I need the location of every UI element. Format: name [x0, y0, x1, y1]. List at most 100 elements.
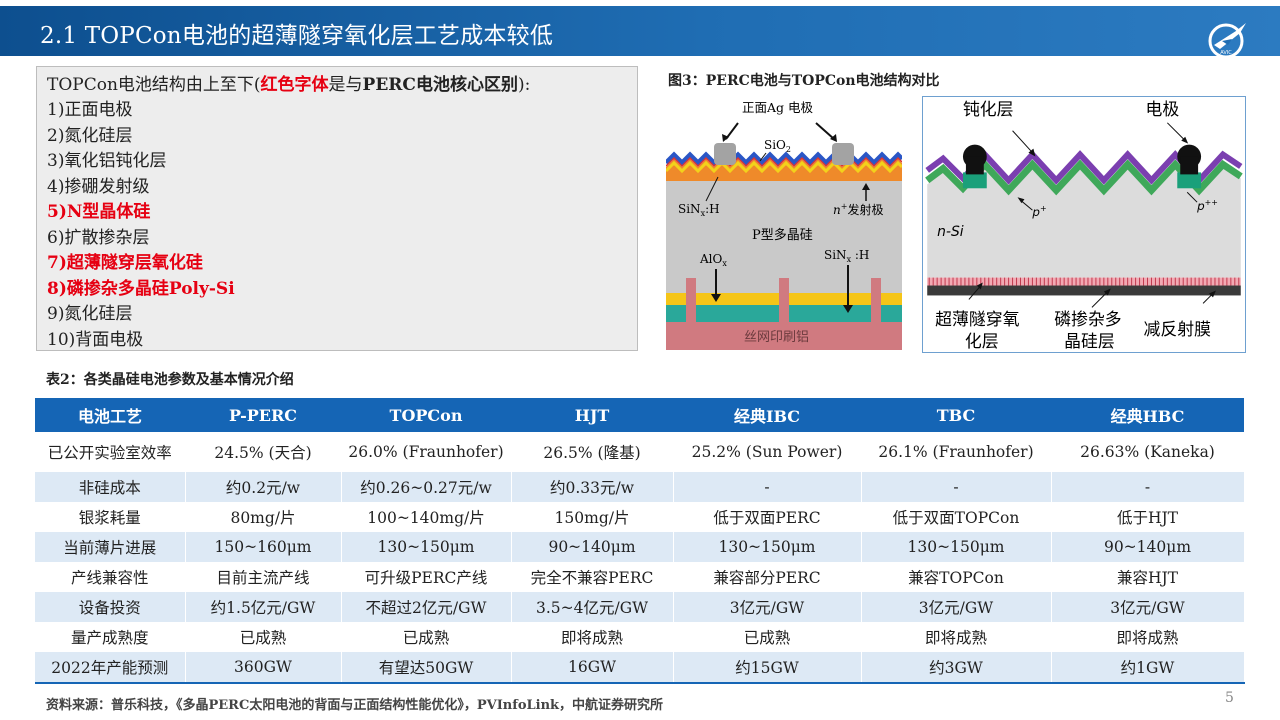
label-tunnel-oxide: 超薄隧穿氧	[935, 309, 1019, 329]
table-row: 已公开实验室效率 24.5% (天合) 26.0% (Fraunhofer) 26.5…	[35, 432, 1245, 472]
table-cell: 130~150μm	[341, 532, 512, 562]
table-row: 产线兼容性 目前主流产线 可升级PERC产线 完全不兼容PERC 兼容部分PERC 兼容T…	[35, 562, 1245, 592]
label-alox: AlOx	[699, 252, 727, 268]
table-cell: 26.5% (隆基)	[511, 432, 674, 472]
figure-caption: 图3：PERC电池与TOPCon电池结构对比	[668, 73, 940, 89]
table-cell: 低于双面PERC	[673, 502, 862, 532]
table-cell: 兼容部分PERC	[673, 562, 862, 592]
table-row-label: 产线兼容性	[35, 562, 186, 592]
table-row-label: 已公开实验室效率	[35, 432, 186, 472]
local-contact	[779, 278, 789, 322]
table-cell: 100~140mg/片	[341, 502, 512, 532]
header-bar: 2.1 TOPCon电池的超薄隧穿氧化层工艺成本较低 AVIC	[0, 6, 1280, 59]
table-cell: 90~140μm	[511, 532, 674, 562]
table-cell: 约15GW	[673, 652, 862, 684]
label-tunnel-oxide: 化层	[965, 331, 999, 351]
table-header-cell: TOPCon	[341, 398, 511, 432]
table-cell: 可升级PERC产线	[341, 562, 512, 592]
table-cell: 约1GW	[1051, 652, 1245, 684]
label-ar-film: 减反射膜	[1144, 319, 1212, 339]
table-header-cell: 经典IBC	[673, 398, 861, 432]
label-front-electrode: 正面Ag 电极	[742, 100, 814, 115]
label-electrode: 电极	[1146, 99, 1180, 119]
label-sinx-back: SiNx :H	[824, 248, 869, 264]
table-cell: 3.5~4亿元/GW	[511, 592, 674, 622]
table-cell: 16GW	[511, 652, 674, 684]
table-cell: 约3GW	[861, 652, 1052, 684]
table-row-label: 当前薄片进展	[35, 532, 186, 562]
table-cell: 约1.5亿元/GW	[185, 592, 342, 622]
table-cell: 目前主流产线	[185, 562, 342, 592]
label-emitter: n+发射极	[833, 202, 883, 217]
table-row: 量产成熟度 已成熟 已成熟 即将成熟 已成熟 即将成熟 即将成熟	[35, 622, 1245, 652]
table-cell: 150~160μm	[185, 532, 342, 562]
table-row: 2022年产能预测 360GW 有望达50GW 16GW 约15GW 约3GW 约1GW	[35, 652, 1245, 684]
intro-text-part: ):	[517, 75, 531, 95]
table-cell: 兼容HJT	[1051, 562, 1245, 592]
structure-list-item: 6)扩散掺杂层	[47, 227, 150, 248]
table-cell: 完全不兼容PERC	[511, 562, 674, 592]
table-cell: 3亿元/GW	[1051, 592, 1245, 622]
table-header-cell: HJT	[511, 398, 673, 432]
label-p-plusplus: p++	[1196, 198, 1218, 213]
table-cell: 已成熟	[673, 622, 862, 652]
table-cell: 150mg/片	[511, 502, 674, 532]
table-cell: 兼容TOPCon	[861, 562, 1052, 592]
table-cell: 80mg/片	[185, 502, 342, 532]
structure-list-item: 4)掺硼发射级	[47, 176, 150, 197]
label-poly-si: 磷掺杂多	[1054, 309, 1121, 329]
table-cell: 低于双面TOPCon	[861, 502, 1052, 532]
back-al-layer	[666, 322, 902, 350]
table-cell: 低于HJT	[1051, 502, 1245, 532]
table-cell: 即将成熟	[511, 622, 674, 652]
source-note: 资料来源：普乐科技，《多晶PERC太阳电池的背面与正面结构性能优化》，PVInf…	[46, 698, 664, 713]
local-contact	[686, 278, 696, 322]
table-header-cell: 经典HBC	[1051, 398, 1244, 432]
p-type-bulk-layer	[666, 175, 902, 293]
sinx-top-layer	[666, 151, 902, 167]
structure-list-item: 2)氮化硅层	[47, 125, 133, 146]
table-row-label: 量产成熟度	[35, 622, 186, 652]
structure-list-item: 10)背面电极	[47, 329, 144, 350]
table-header-cell: 电池工艺	[35, 398, 185, 432]
structure-list-item: 7)超薄隧穿层氧化硅	[47, 253, 203, 273]
page-number: 5	[1225, 690, 1234, 706]
table-row: 设备投资 约1.5亿元/GW 不超过2亿元/GW 3.5~4亿元/GW 3亿元/GW 3亿…	[35, 592, 1245, 622]
label-passivation: 钝化层	[963, 99, 1014, 119]
intro-text-part: TOPCon电池结构由上至下(	[47, 75, 261, 95]
label-poly-si: 晶硅层	[1064, 331, 1115, 351]
logo-text: AVIC	[1220, 50, 1232, 56]
table-cell: 130~150μm	[673, 532, 862, 562]
table-cell: 即将成熟	[1051, 622, 1245, 652]
table-cell: 3亿元/GW	[861, 592, 1052, 622]
table-caption: 表2：各类晶硅电池参数及基本情况介绍	[46, 372, 294, 388]
table-row-label: 银浆耗量	[35, 502, 186, 532]
table-row: 非硅成本 约0.2元/w 约0.26~0.27元/w 约0.33元/w - - -	[35, 472, 1245, 502]
table-cell: 360GW	[185, 652, 342, 684]
table-row: 银浆耗量 80mg/片 100~140mg/片 150mg/片 低于双面PERC 低于双面…	[35, 502, 1245, 532]
intro-bold-text: PERC电池核心区别	[362, 75, 518, 95]
table-cell: 26.0% (Fraunhofer)	[341, 432, 512, 472]
structure-list-item: 1)正面电极	[47, 100, 133, 120]
table-row-label: 设备投资	[35, 592, 186, 622]
p-plusplus-region	[1177, 172, 1202, 189]
topcon-structure-diagram: 钝化层 电极 p+ p++ n-Si 超薄隧穿氧 化层 磷掺杂多 晶硅层 减反射…	[922, 96, 1246, 353]
front-ag-electrode	[714, 143, 736, 165]
table-cell: 3亿元/GW	[673, 592, 862, 622]
perc-structure-diagram: 正面Ag 电极 SiO2 SiNx:H n+发射极 P型多晶硅 AlOx SiN…	[666, 95, 902, 350]
label-sinx-top: SiNx:H	[678, 202, 720, 218]
table-cell: 25.2% (Sun Power)	[673, 432, 862, 472]
table-cell: 约0.2元/w	[185, 472, 342, 502]
table-row-label: 非硅成本	[35, 472, 186, 502]
structure-list-item: 3)氧化铝钝化层	[47, 151, 167, 171]
front-ag-electrode	[832, 143, 854, 165]
avic-logo-icon: AVIC	[1208, 23, 1246, 59]
n-si-bulk-layer	[927, 166, 1241, 278]
cell-params-table: 电池工艺 P-PERC TOPCon HJT 经典IBC TBC 经典HBC 已公开实验室效…	[35, 398, 1245, 684]
intro-text-part: 是与	[328, 75, 363, 95]
structure-list-item: 5)N型晶体硅	[47, 202, 151, 222]
page-title: 2.1 TOPCon电池的超薄隧穿氧化层工艺成本较低	[40, 23, 554, 49]
table-cell: 90~140μm	[1051, 532, 1245, 562]
table-cell: 130~150μm	[861, 532, 1052, 562]
structure-list-item: 8)磷掺杂多晶硅Poly-Si	[47, 278, 235, 299]
